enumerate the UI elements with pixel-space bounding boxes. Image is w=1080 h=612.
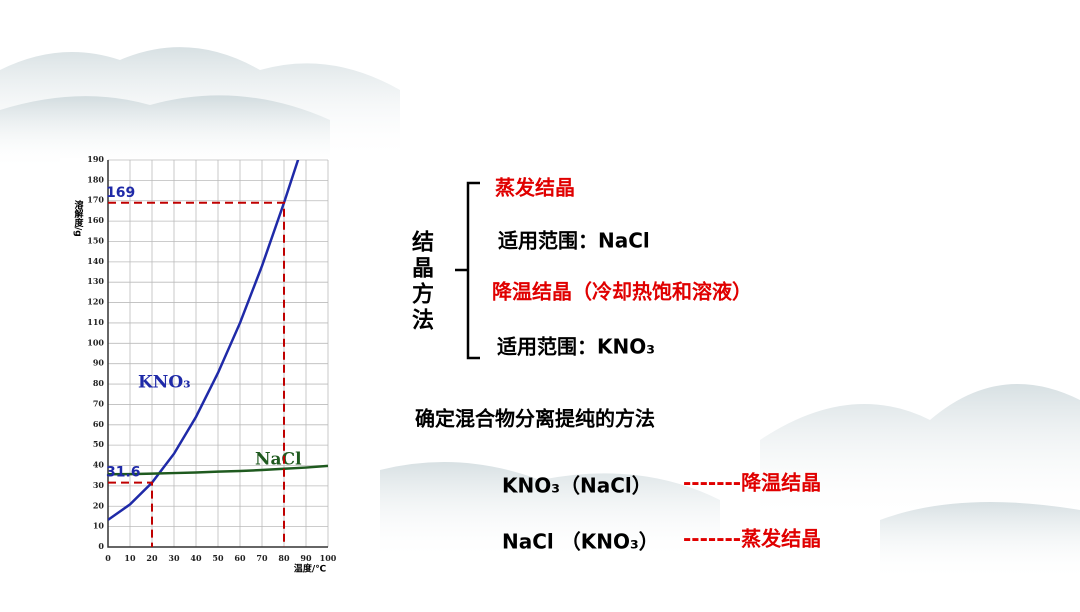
series-line (108, 160, 300, 521)
y-tick-label: 80 (93, 378, 105, 388)
axes (107, 160, 328, 548)
mountain (760, 384, 1080, 520)
y-tick-label: 140 (87, 256, 104, 266)
y-tick-label: 50 (93, 439, 105, 449)
x-tick-label: 50 (212, 553, 224, 563)
annotation: 31.6 (106, 465, 141, 481)
y-tick-label: 150 (87, 235, 104, 245)
y-tick-label: 0 (98, 541, 104, 551)
x-tick-label: 0 (105, 553, 111, 563)
y-tick-label: 190 (87, 154, 104, 164)
x-tick-label: 20 (146, 553, 158, 563)
mixture: KNO₃（NaCl） (502, 474, 652, 498)
method: -------降温结晶 (683, 471, 821, 495)
y-tick-label: 100 (87, 337, 104, 347)
method-label: 结晶方法 (408, 229, 434, 334)
method-item: 降温结晶（冷却热饱和溶液） (492, 280, 752, 304)
x-tick-label: 100 (320, 553, 337, 563)
section-title: 确定混合物分离提纯的方法 (415, 407, 655, 431)
mountain (0, 95, 330, 170)
x-tick-label: 80 (278, 553, 290, 563)
guide-line (108, 481, 153, 547)
series-label: KNO₃ (138, 373, 191, 393)
y-tick-label: 160 (87, 215, 104, 225)
x-tick-label: 10 (124, 553, 136, 563)
series-line (108, 464, 328, 476)
y-tick-label: 90 (93, 358, 105, 368)
x-tick-label: 70 (256, 553, 268, 563)
y-tick-label: 60 (93, 419, 105, 429)
method-item: 蒸发结晶 (495, 176, 575, 200)
method-item: 适用范围：NaCl (498, 229, 650, 253)
y-tick-label: 10 (93, 521, 105, 531)
x-tick-label: 60 (234, 553, 246, 563)
y-axis-label: 溶解度/g (73, 199, 84, 237)
y-tick-label: 130 (87, 276, 104, 286)
mountain (880, 502, 1080, 580)
y-tick-label: 30 (93, 480, 105, 490)
y-tick-label: 110 (87, 317, 104, 327)
series-label: NaCl (255, 450, 302, 470)
x-tick-label: 90 (300, 553, 312, 563)
bracket (455, 181, 480, 360)
y-tick-label: 180 (87, 174, 104, 184)
x-tick-label: 30 (168, 553, 180, 563)
method-item: 适用范围：KNO₃ (497, 335, 655, 359)
x-tick-label: 40 (190, 553, 202, 563)
method: -------蒸发结晶 (683, 527, 821, 551)
guide-line (108, 201, 285, 547)
chart: 0102030405060708090100110120130140150160… (87, 154, 337, 563)
mixture: NaCl （KNO₃） (502, 530, 659, 554)
x-axis-label: 温度/℃ (294, 563, 326, 575)
chart-frame (60, 158, 372, 586)
y-tick-label: 40 (93, 460, 105, 470)
y-tick-label: 170 (87, 195, 104, 205)
y-tick-label: 120 (87, 297, 104, 307)
y-tick-label: 70 (93, 398, 105, 408)
annotation: 169 (106, 185, 135, 201)
mountain (380, 462, 720, 560)
y-tick-label: 20 (93, 500, 105, 510)
